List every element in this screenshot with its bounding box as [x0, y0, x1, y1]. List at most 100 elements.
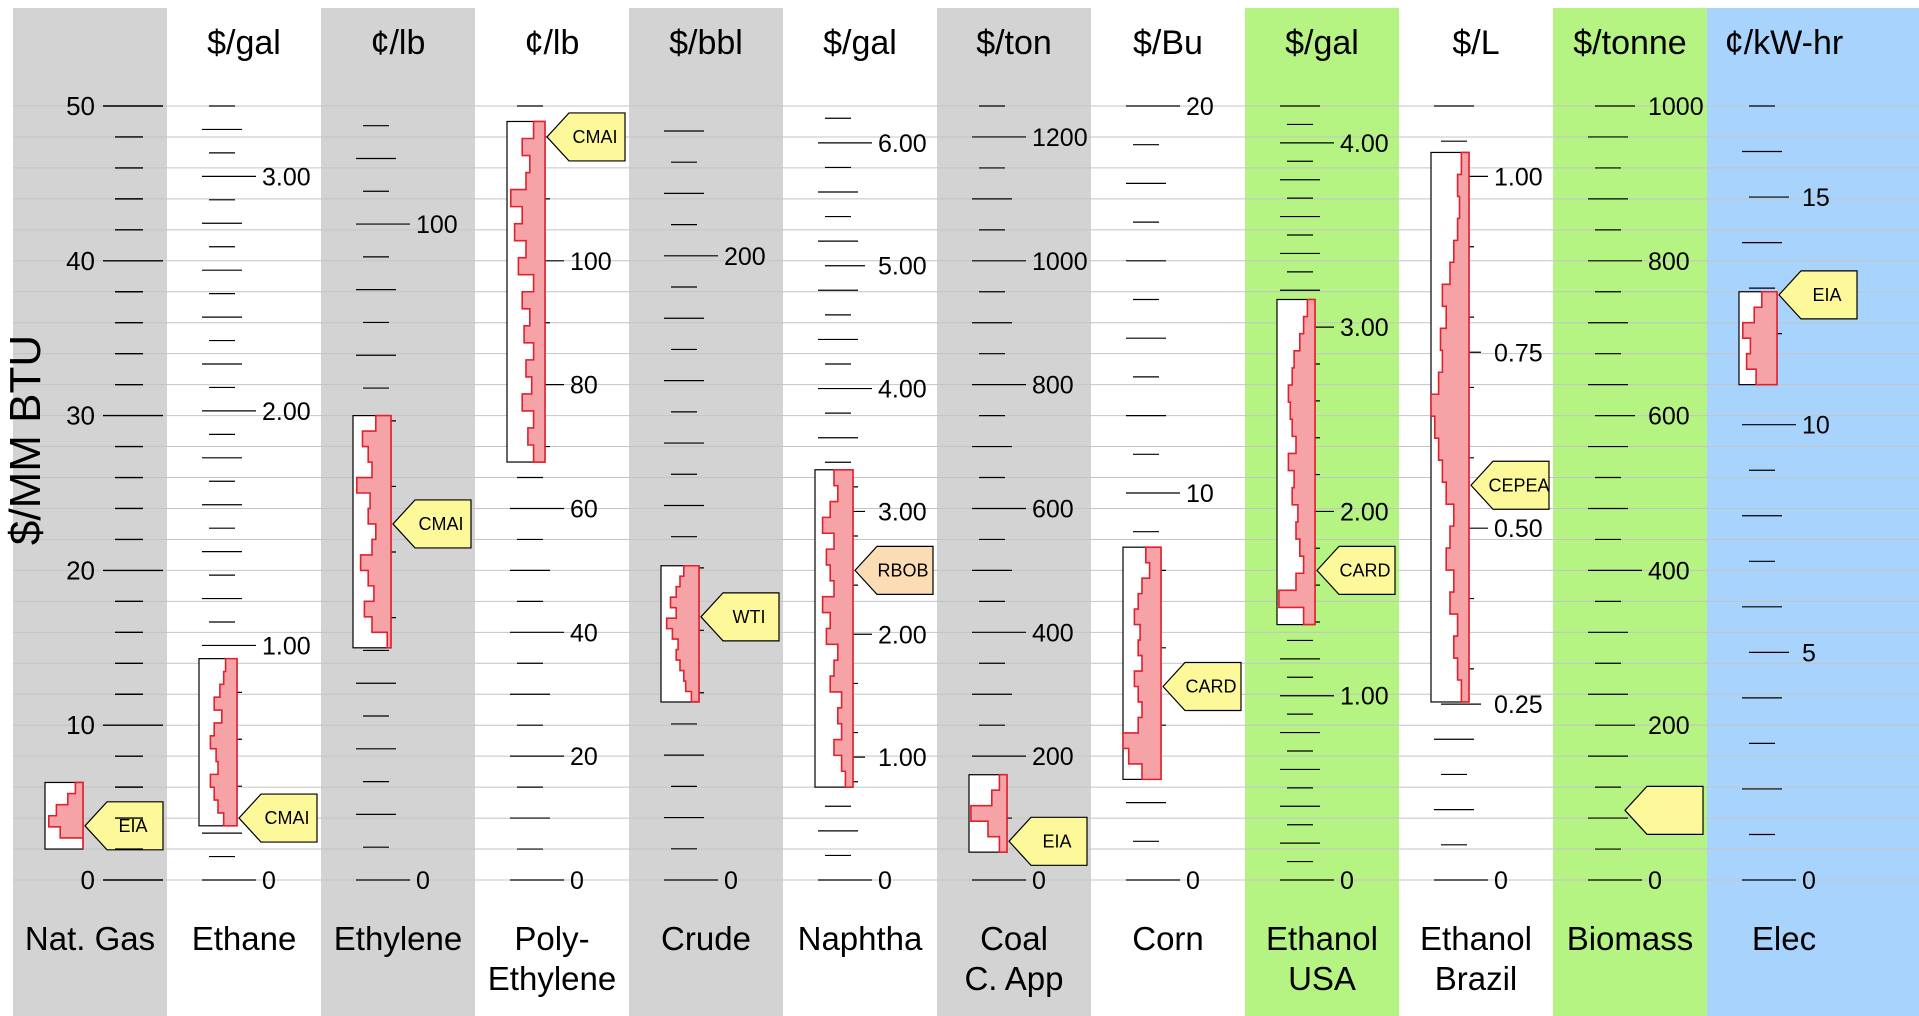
distribution-bar — [47, 781, 84, 850]
column-background — [629, 8, 783, 1016]
column-unit: $/gal — [1285, 24, 1359, 62]
scale-tick-label: 0 — [1340, 867, 1354, 895]
scale-tick-label: 2.00 — [878, 621, 927, 649]
column-backgrounds — [13, 8, 1919, 1016]
scale-tick-label: 6.00 — [878, 130, 927, 158]
column: ¢/kW-hr 0 5 10 15 EIA Elec — [1725, 24, 1858, 957]
column-name: Biomass — [1567, 920, 1694, 957]
column: ¢/lb 0 20 40 60 80 100 CMAI Poly-Ethylene — [488, 24, 626, 997]
scale-tick-label: 200 — [724, 243, 766, 271]
scale-tick-label: 10 — [1802, 412, 1830, 440]
distribution-bar — [1430, 151, 1470, 703]
column-name: Ethylene — [488, 960, 616, 997]
scale-tick-label: 3.00 — [878, 498, 927, 526]
source-tag-label: RBOB — [877, 560, 928, 580]
scale-tick-label: 0 — [262, 867, 276, 895]
source-tag — [854, 545, 934, 596]
scale-tick-label: 0 — [1648, 867, 1662, 895]
y-tick-label: 0 — [81, 865, 95, 895]
source-tag-label: CMAI — [419, 514, 464, 534]
source-tag-label: CARD — [1185, 677, 1236, 697]
source-tag — [1778, 270, 1858, 320]
scale-tick-label: 10 — [1186, 480, 1214, 508]
scale-tick-label: 200 — [1032, 743, 1074, 771]
source-tag-label: EIA — [118, 816, 147, 836]
source-tag-label: WTI — [733, 607, 766, 627]
source-tag — [1624, 785, 1704, 835]
column-unit: ¢/kW-hr — [1725, 24, 1843, 62]
source-tag-label: CEPEA — [1488, 475, 1549, 495]
distribution-bar — [821, 468, 854, 788]
scale-tick-label: 0.25 — [1494, 691, 1543, 719]
scale-tick-label: 3.00 — [1340, 314, 1389, 342]
column: $/Bu 0 10 20 CARD Corn — [1122, 24, 1242, 957]
scale-tick-label: 1200 — [1032, 124, 1088, 152]
column-unit: $/tonne — [1573, 24, 1686, 62]
column: $/gal 0 1.00 2.00 3.00 CMAI Ethane — [192, 24, 318, 957]
column-name: Poly- — [514, 920, 589, 957]
distribution-bar — [355, 414, 392, 649]
scale-tick-label: 60 — [570, 495, 598, 523]
column-unit: $/ton — [976, 24, 1052, 62]
column-name: Ethane — [192, 920, 297, 957]
scale-tick-label: 600 — [1648, 403, 1690, 431]
column: EIA Nat. Gas — [25, 781, 164, 957]
distribution-bar — [509, 120, 546, 463]
column-unit: $/gal — [823, 24, 897, 62]
scale-tick-label: 1.00 — [262, 632, 311, 660]
scale-tick-label: 1.00 — [1494, 163, 1543, 191]
source-tag-label: EIA — [1042, 831, 1071, 851]
distribution-bar — [970, 773, 1008, 853]
column-background — [1553, 8, 1707, 1016]
y-tick-label: 20 — [66, 555, 95, 585]
column-name: Elec — [1752, 920, 1816, 957]
column-name: Ethylene — [334, 920, 462, 957]
source-tag — [1470, 460, 1550, 510]
scale-tick-label: 1000 — [1648, 93, 1704, 121]
scale-tick-label: 0 — [724, 867, 738, 895]
source-tag-label: CMAI — [265, 808, 310, 828]
scale-tick-label: 20 — [570, 743, 598, 771]
source-tag — [1316, 545, 1396, 596]
scale-tick-label: 1.00 — [878, 744, 927, 772]
column-name: Nat. Gas — [25, 920, 155, 957]
column-name: Ethanol — [1420, 920, 1532, 957]
scale-tick-label: 0 — [1802, 867, 1816, 895]
scale-tick-label: 4.00 — [878, 376, 927, 404]
scale-tick-label: 0 — [1032, 867, 1046, 895]
distribution-bar — [1122, 546, 1162, 781]
scale-tick-label: 800 — [1648, 248, 1690, 276]
scale-tick-label: 2.00 — [1340, 498, 1389, 526]
source-tag — [238, 793, 318, 843]
column-unit: ¢/lb — [525, 24, 580, 62]
column-background — [1091, 8, 1245, 1016]
scale-tick-label: 0.50 — [1494, 515, 1543, 543]
column-unit: $/bbl — [669, 24, 743, 62]
column-name: C. App — [964, 960, 1063, 997]
column-unit: $/gal — [207, 24, 281, 62]
column-background — [1399, 8, 1553, 1016]
y-tick-label: 50 — [66, 91, 95, 121]
scale-tick-label: 15 — [1802, 184, 1830, 212]
scale-tick-label: 4.00 — [1340, 130, 1389, 158]
column-name: USA — [1288, 960, 1356, 997]
column-name: Coal — [980, 920, 1048, 957]
y-axis-title: $/MM BTU — [1, 335, 50, 545]
column-name: Crude — [661, 920, 751, 957]
column: ¢/lb 0 100 CMAI Ethylene — [334, 24, 472, 957]
scale-tick-label: 40 — [570, 619, 598, 647]
y-axis: 0 10 20 30 40 50 — [66, 91, 163, 895]
column-name: Naphtha — [798, 920, 923, 957]
y-tick-label: 10 — [66, 710, 95, 740]
scale-tick-label: 400 — [1032, 619, 1074, 647]
column-name: Corn — [1132, 920, 1204, 957]
source-tag — [1162, 661, 1242, 712]
distribution-bar — [665, 564, 700, 703]
scale-tick-label: 0 — [878, 867, 892, 895]
scale-tick-label: 400 — [1648, 557, 1690, 585]
source-tag — [700, 592, 780, 642]
